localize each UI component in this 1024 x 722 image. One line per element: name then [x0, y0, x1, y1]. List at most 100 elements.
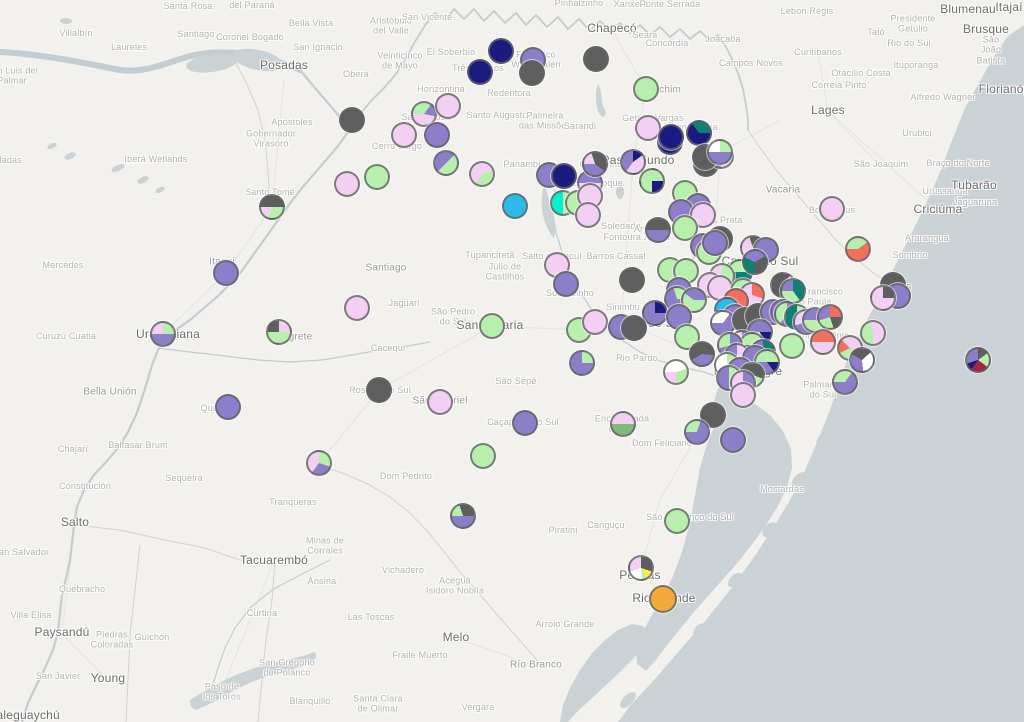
map-marker-pie[interactable]	[334, 171, 360, 197]
map-marker-pie[interactable]	[575, 202, 601, 228]
map-marker-pie[interactable]	[569, 350, 595, 376]
map-label: Taió	[867, 26, 885, 37]
map-marker-pie[interactable]	[364, 164, 390, 190]
map-marker-pie[interactable]	[583, 46, 609, 72]
map-marker-pie[interactable]	[965, 347, 991, 373]
map-marker-pie[interactable]	[621, 315, 647, 341]
map-marker-pie[interactable]	[450, 503, 476, 529]
map-marker-pie[interactable]	[849, 347, 875, 373]
map-marker-pie[interactable]	[649, 585, 677, 613]
map-marker-pie[interactable]	[663, 359, 689, 385]
map-marker-pie[interactable]	[686, 120, 712, 146]
map-label: Sombrio	[892, 249, 928, 260]
map-label: Concórdia	[645, 37, 689, 48]
map-marker-pie[interactable]	[344, 295, 370, 321]
rivers	[0, 8, 749, 722]
map-label: Chajarí	[57, 443, 89, 454]
map-marker-pie[interactable]	[519, 60, 545, 86]
map-label: Veinticinco de Mayo	[377, 50, 423, 71]
map-marker-pie[interactable]	[427, 389, 453, 415]
map-marker-pie[interactable]	[832, 369, 858, 395]
map-marker-pie[interactable]	[730, 382, 756, 408]
map-label: Rio Pardo	[616, 352, 658, 363]
map-marker-pie[interactable]	[391, 122, 417, 148]
map-label: San Salvador	[0, 546, 50, 557]
map-marker-pie[interactable]	[424, 122, 450, 148]
map-label: Tranqueras	[269, 496, 317, 507]
map-label: Campos Novos	[719, 57, 783, 68]
map-marker-pie[interactable]	[433, 150, 459, 176]
map-label: Vichadero	[381, 564, 425, 575]
map-marker-pie[interactable]	[845, 236, 871, 262]
map-label: Xanxerê	[613, 0, 649, 9]
map-marker-pie[interactable]	[684, 419, 710, 445]
map-marker-pie[interactable]	[259, 194, 285, 220]
map-label: del Paraná	[229, 0, 275, 10]
map-marker-pie[interactable]	[870, 285, 896, 311]
map-label: Constitución	[59, 480, 111, 491]
map-label: Sinimbu	[606, 301, 640, 312]
map-marker-pie[interactable]	[467, 59, 493, 85]
map-marker-pie[interactable]	[551, 163, 577, 189]
map-marker-pie[interactable]	[860, 320, 886, 346]
map-marker-pie[interactable]	[366, 377, 392, 403]
map-marker-pie[interactable]	[582, 151, 608, 177]
map-label: Santo Tomé	[245, 186, 295, 197]
map-label: Júlio de Castilhos	[485, 261, 525, 282]
map-label: San Luis del Palmar	[0, 65, 38, 86]
map-marker-pie[interactable]	[213, 260, 239, 286]
map-marker-pie[interactable]	[707, 139, 733, 165]
map-marker-pie[interactable]	[645, 217, 671, 243]
map-marker-pie[interactable]	[488, 38, 514, 64]
map-label: Piratini	[548, 524, 578, 535]
map-marker-pie[interactable]	[479, 313, 505, 339]
map-marker-pie[interactable]	[628, 555, 654, 581]
map-marker-pie[interactable]	[779, 333, 805, 359]
map-marker-pie[interactable]	[582, 309, 608, 335]
map-marker-pie[interactable]	[502, 193, 528, 219]
map-marker-pie[interactable]	[150, 321, 176, 347]
map-marker-pie[interactable]	[810, 329, 836, 355]
map-label: Mostardas	[760, 483, 804, 494]
map-marker-pie[interactable]	[435, 93, 461, 119]
map-marker-pie[interactable]	[619, 267, 645, 293]
map-label: Santiago	[177, 28, 215, 39]
map-label: Horizontina	[417, 83, 465, 94]
map-marker-pie[interactable]	[639, 168, 665, 194]
map-marker-pie[interactable]	[635, 115, 661, 141]
map-label: Redentora	[487, 87, 531, 98]
map-marker-pie[interactable]	[620, 149, 646, 175]
map-label: Gualeguaychú	[0, 708, 60, 722]
map-marker-pie[interactable]	[702, 230, 728, 256]
map-marker-pie[interactable]	[689, 341, 715, 367]
map-label: Dom Pedrito	[379, 470, 433, 481]
map-marker-pie[interactable]	[469, 161, 495, 187]
map-marker-pie[interactable]	[512, 410, 538, 436]
map-marker-pie[interactable]	[817, 304, 843, 330]
map-marker-pie[interactable]	[306, 450, 332, 476]
map-label: Posadas	[259, 58, 309, 73]
map-marker-pie[interactable]	[339, 107, 365, 133]
map-label: Ponte Serrada	[639, 0, 701, 9]
map-marker-pie[interactable]	[553, 271, 579, 297]
map-label: Seara	[632, 29, 658, 40]
map-label: San Gregorio de Polanco	[259, 657, 315, 678]
map-marker-pie[interactable]	[470, 443, 496, 469]
map-marker-pie[interactable]	[664, 508, 690, 534]
map-marker-pie[interactable]	[720, 427, 746, 453]
admin-boundaries	[74, 51, 897, 722]
map-marker-pie[interactable]	[658, 124, 684, 150]
map-label: Coronel Bogado	[216, 31, 284, 42]
map-marker-pie[interactable]	[742, 249, 768, 275]
map-label: Quaraí	[201, 403, 230, 413]
map-marker-pie[interactable]	[266, 319, 292, 345]
map-marker-pie[interactable]	[672, 215, 698, 241]
map-marker-pie[interactable]	[215, 394, 241, 420]
map-label: Canguçu	[587, 519, 625, 530]
map-label: Sarandi	[563, 120, 597, 131]
map-marker-pie[interactable]	[819, 196, 845, 222]
map-marker-pie[interactable]	[610, 411, 636, 437]
map-marker-pie[interactable]	[633, 76, 659, 102]
